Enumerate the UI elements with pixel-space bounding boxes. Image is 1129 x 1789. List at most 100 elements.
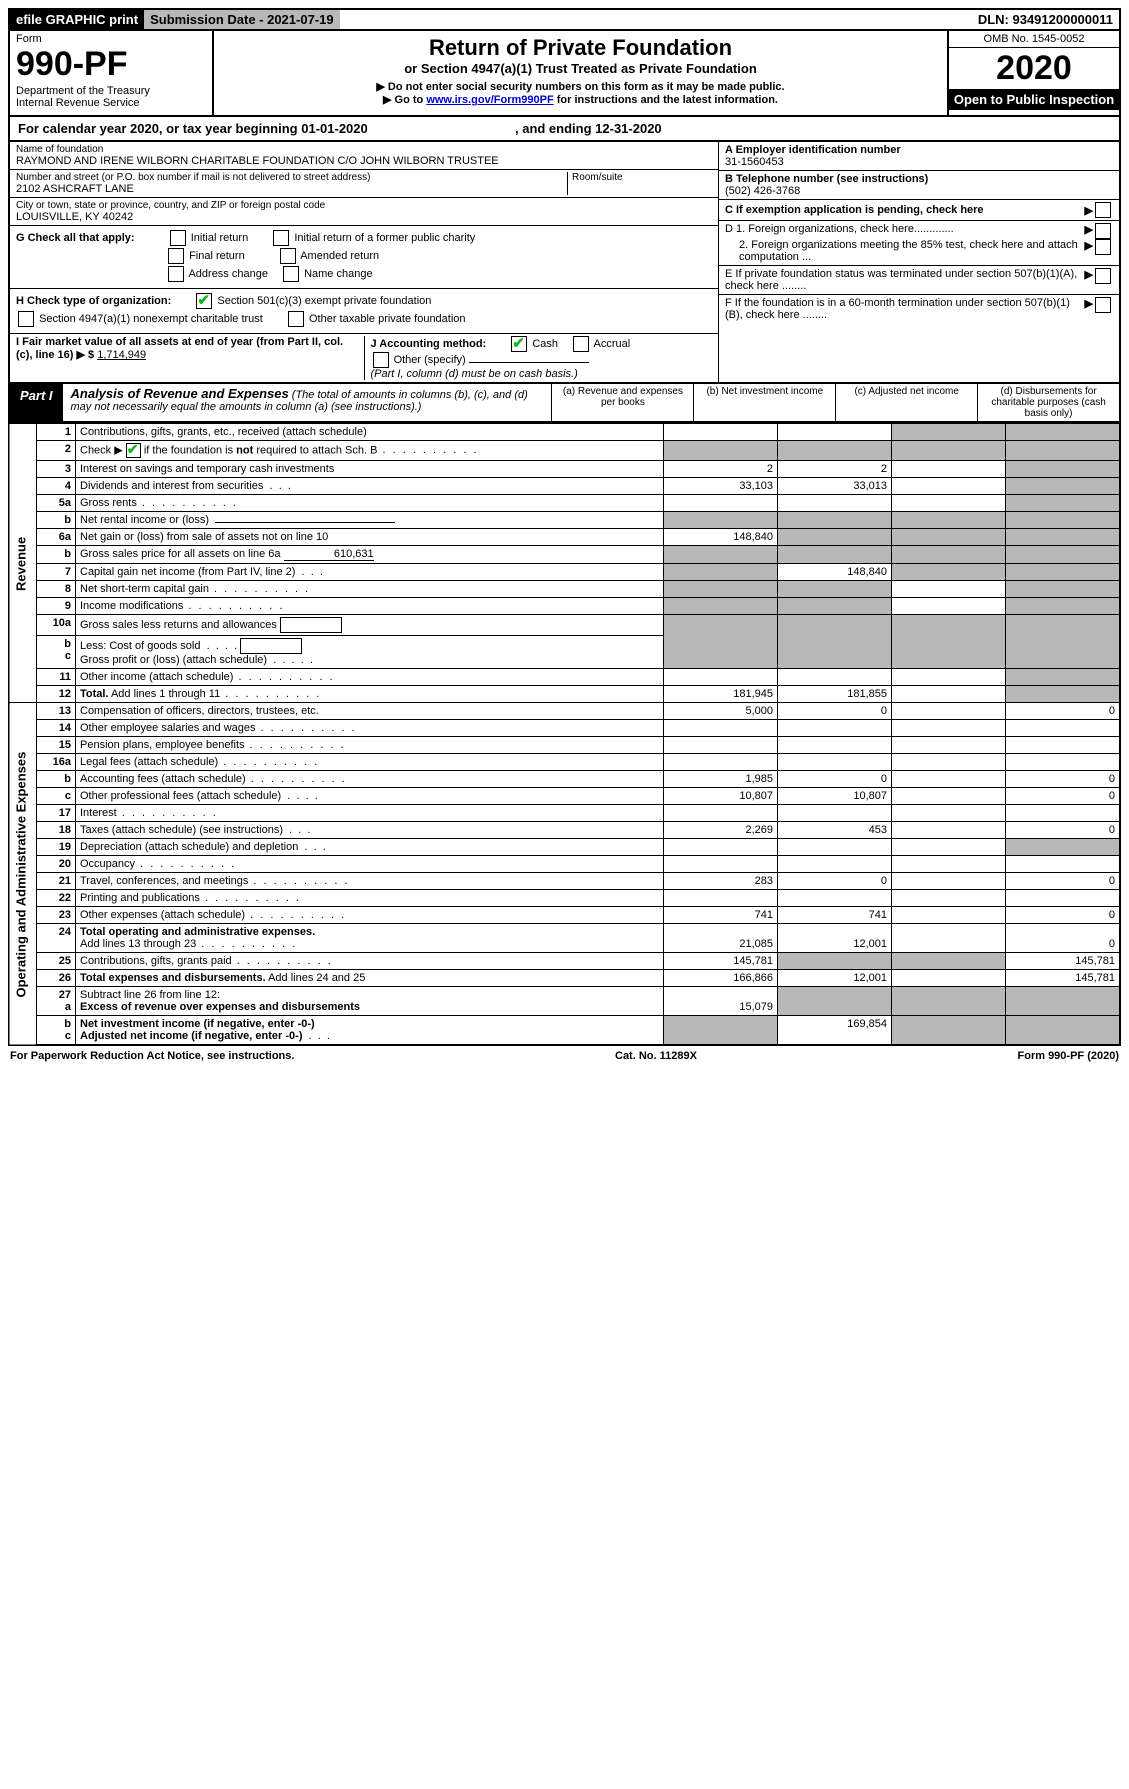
- irs: Internal Revenue Service: [16, 97, 206, 109]
- cb-initial-former[interactable]: [273, 230, 289, 246]
- row-13: Compensation of officers, directors, tru…: [76, 703, 664, 720]
- cb-accrual[interactable]: [573, 336, 589, 352]
- row-11: Other income (attach schedule): [76, 669, 664, 686]
- cb-initial[interactable]: [170, 230, 186, 246]
- irs-link[interactable]: www.irs.gov/Form990PF: [426, 94, 553, 106]
- val-23d: 0: [1006, 907, 1121, 924]
- row-21: Travel, conferences, and meetings: [76, 873, 664, 890]
- directive-link-row: ▶ Go to www.irs.gov/Form990PF for instru…: [222, 93, 939, 106]
- cb-final[interactable]: [168, 248, 184, 264]
- row-15: Pension plans, employee benefits: [76, 737, 664, 754]
- val-23a: 741: [664, 907, 778, 924]
- i-label: I Fair market value of all assets at end…: [16, 336, 343, 361]
- row-4: Dividends and interest from securities .…: [76, 478, 664, 495]
- form-label: Form: [16, 33, 206, 45]
- row-6b: Gross sales price for all assets on line…: [76, 546, 664, 564]
- col-c-header: (c) Adjusted net income: [835, 384, 977, 421]
- val-21a: 283: [664, 873, 778, 890]
- val-18b: 453: [778, 822, 892, 839]
- cb-addr-change[interactable]: [168, 266, 184, 282]
- cb-other-taxable[interactable]: [288, 311, 304, 327]
- city: LOUISVILLE, KY 40242: [16, 211, 712, 223]
- val-4a: 33,103: [664, 478, 778, 495]
- dept-treasury: Department of the Treasury: [16, 85, 206, 97]
- foundation-name: RAYMOND AND IRENE WILBORN CHARITABLE FOU…: [16, 155, 712, 167]
- val-12a: 181,945: [664, 686, 778, 703]
- val-6b: 610,631: [284, 548, 374, 561]
- d1-label: D 1. Foreign organizations, check here..…: [725, 223, 1085, 239]
- row-9: Income modifications: [76, 598, 664, 615]
- form-title: Return of Private Foundation: [222, 35, 939, 61]
- val-24b: 12,001: [778, 924, 892, 953]
- address: 2102 ASHCRAFT LANE: [16, 183, 567, 195]
- val-12b: 181,855: [778, 686, 892, 703]
- row-3: Interest on savings and temporary cash i…: [76, 461, 664, 478]
- row-20: Occupancy: [76, 856, 664, 873]
- year-end: 12-31-2020: [595, 121, 662, 136]
- row-16b: Accounting fees (attach schedule): [76, 771, 664, 788]
- efile-label: efile GRAPHIC print: [10, 10, 144, 29]
- form-header: Form 990-PF Department of the Treasury I…: [8, 31, 1121, 117]
- row-16c: Other professional fees (attach schedule…: [76, 788, 664, 805]
- val-24d: 0: [1006, 924, 1121, 953]
- d2-label: 2. Foreign organizations meeting the 85%…: [725, 239, 1085, 263]
- val-26a: 166,866: [664, 970, 778, 987]
- tax-year: 2020: [949, 48, 1119, 89]
- row-1: Contributions, gifts, grants, etc., rece…: [76, 424, 664, 441]
- val-18a: 2,269: [664, 822, 778, 839]
- sidetab-expenses: Operating and Administrative Expenses: [9, 703, 37, 1046]
- cb-other-method[interactable]: [373, 352, 389, 368]
- val-21d: 0: [1006, 873, 1121, 890]
- c-label: C If exemption application is pending, c…: [725, 204, 1085, 216]
- analysis-table: Revenue 1Contributions, gifts, grants, e…: [8, 423, 1121, 1046]
- part1-header: Part I Analysis of Revenue and Expenses …: [8, 384, 1121, 423]
- val-3a: 2: [664, 461, 778, 478]
- footer-right: Form 990-PF (2020): [1018, 1050, 1120, 1062]
- row-8: Net short-term capital gain: [76, 581, 664, 598]
- row-10a: Gross sales less returns and allowances: [76, 615, 664, 636]
- foundation-name-label: Name of foundation: [16, 144, 712, 155]
- cb-cash[interactable]: [511, 336, 527, 352]
- val-27bb: 169,854: [778, 1016, 892, 1046]
- val-25a: 145,781: [664, 953, 778, 970]
- cb-501c3[interactable]: [196, 293, 212, 309]
- cb-name-change[interactable]: [283, 266, 299, 282]
- directive-ssn: ▶ Do not enter social security numbers o…: [222, 80, 939, 93]
- val-16cd: 0: [1006, 788, 1121, 805]
- col-a-header: (a) Revenue and expenses per books: [551, 384, 693, 421]
- row-14: Other employee salaries and wages: [76, 720, 664, 737]
- cb-4947[interactable]: [18, 311, 34, 327]
- cb-d2[interactable]: [1095, 239, 1111, 255]
- page-footer: For Paperwork Reduction Act Notice, see …: [8, 1046, 1121, 1066]
- ein-label: A Employer identification number: [725, 144, 1113, 156]
- row-2: Check ▶ if the foundation is not require…: [76, 441, 664, 461]
- cb-sch-b[interactable]: [126, 443, 141, 458]
- val-13d: 0: [1006, 703, 1121, 720]
- row-23: Other expenses (attach schedule): [76, 907, 664, 924]
- val-16bd: 0: [1006, 771, 1121, 788]
- val-3b: 2: [778, 461, 892, 478]
- city-label: City or town, state or province, country…: [16, 200, 712, 211]
- cb-d1[interactable]: [1095, 223, 1111, 239]
- val-23b: 741: [778, 907, 892, 924]
- col-b-header: (b) Net investment income: [693, 384, 835, 421]
- h-label: H Check type of organization:: [16, 295, 171, 307]
- ein: 31-1560453: [725, 156, 1113, 168]
- val-4b: 33,013: [778, 478, 892, 495]
- val-26b: 12,001: [778, 970, 892, 987]
- col-d-header: (d) Disbursements for charitable purpose…: [977, 384, 1119, 421]
- cb-f[interactable]: [1095, 297, 1111, 313]
- part1-tab: Part I: [10, 384, 63, 421]
- cb-amended[interactable]: [280, 248, 296, 264]
- top-bar: efile GRAPHIC print Submission Date - 20…: [8, 8, 1121, 31]
- footer-mid: Cat. No. 11289X: [615, 1050, 697, 1062]
- row-16a: Legal fees (attach schedule): [76, 754, 664, 771]
- dln: DLN: 93491200000011: [972, 10, 1119, 29]
- val-18d: 0: [1006, 822, 1121, 839]
- val-13a: 5,000: [664, 703, 778, 720]
- fmv-value: 1,714,949: [97, 349, 146, 361]
- cb-e[interactable]: [1095, 268, 1111, 284]
- row-5b: Net rental income or (loss): [76, 512, 664, 529]
- cb-c[interactable]: [1095, 202, 1111, 218]
- j-note: (Part I, column (d) must be on cash basi…: [371, 368, 578, 380]
